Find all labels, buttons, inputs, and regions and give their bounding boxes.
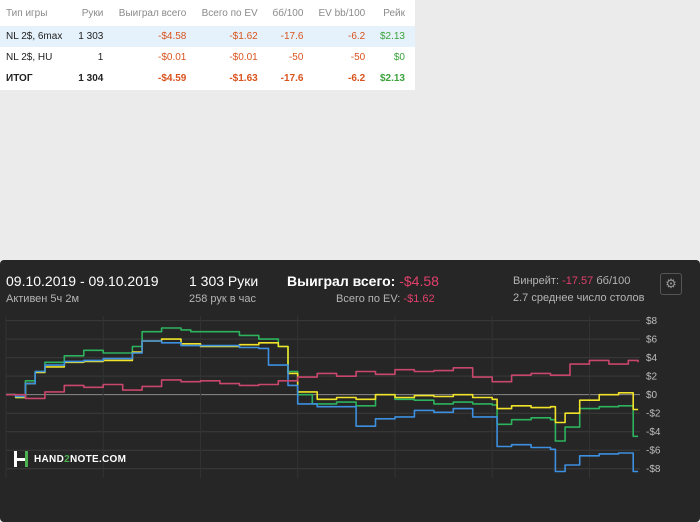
series-line-0 bbox=[6, 327, 639, 442]
cell-ev-bb100: -6.2 bbox=[347, 73, 366, 84]
header-ev-bb100[interactable]: EV bb/100 bbox=[318, 7, 366, 19]
header-rake[interactable]: Рейк bbox=[383, 7, 405, 19]
winrate: Винрейт: -17.57 бб/100 bbox=[513, 275, 630, 287]
cell-rake: $0 bbox=[393, 52, 405, 63]
cell-hands: 1 303 bbox=[73, 26, 114, 47]
series-line-2 bbox=[6, 340, 639, 473]
hands-per-hour: 258 рук в час bbox=[189, 293, 257, 305]
cell-won: -$0.01 bbox=[158, 52, 187, 63]
cell-game: ИТОГ bbox=[6, 73, 33, 84]
cell-won: -$4.58 bbox=[113, 26, 197, 47]
stats-table: Тип игры Руки Выиграл всего Всего по EV … bbox=[0, 0, 415, 89]
header-hands[interactable]: Руки bbox=[81, 7, 104, 19]
y-tick-label: -$2 bbox=[646, 409, 661, 420]
ev-total: Всего по EV: -$1.62 bbox=[336, 293, 435, 305]
hand2note-logo: HAND2NOTE.COM bbox=[14, 450, 126, 468]
cell-won: -$4.59 bbox=[158, 73, 187, 84]
active-time: Активен 5ч 2м bbox=[6, 293, 80, 305]
cell-ev: -$1.62 bbox=[196, 26, 268, 47]
table-header-row: Тип игры Руки Выиграл всего Всего по EV … bbox=[0, 0, 415, 26]
header-game-type[interactable]: Тип игры bbox=[6, 7, 48, 19]
cell-hands: 1 304 bbox=[78, 73, 104, 84]
y-tick-label: -$6 bbox=[646, 446, 661, 457]
header-won-total[interactable]: Выиграл всего bbox=[118, 7, 187, 19]
settings-gear-icon[interactable]: ⚙ bbox=[660, 273, 682, 295]
logo-text-note: NOTE.COM bbox=[69, 453, 127, 465]
date-range: 09.10.2019 - 09.10.2019 bbox=[6, 273, 159, 289]
table-row[interactable]: NL 2$, HU 1 -$0.01 -$0.01 -50 -50 $0 bbox=[0, 47, 415, 68]
won-total: Выиграл всего: -$4.58 bbox=[287, 273, 439, 289]
hands-count: 1 303 Руки bbox=[189, 273, 259, 289]
logo-text-two: 2 bbox=[64, 453, 70, 465]
won-total-value: -$4.58 bbox=[399, 273, 439, 289]
winrate-label: Винрейт: bbox=[513, 275, 560, 287]
cell-rake: $2.13 bbox=[375, 26, 415, 47]
avg-tables: 2.7 среднее число столов bbox=[513, 292, 645, 304]
series-line-3 bbox=[6, 359, 639, 400]
hand2note-logo-icon bbox=[14, 451, 28, 467]
header-bb100[interactable]: бб/100 bbox=[272, 7, 304, 19]
stats-table-card: Тип игры Руки Выиграл всего Всего по EV … bbox=[0, 0, 415, 90]
winrate-value: -17.57 bbox=[562, 275, 594, 287]
y-tick-label: $2 bbox=[646, 372, 658, 383]
y-tick-label: $8 bbox=[646, 316, 658, 327]
cell-bb100: -50 bbox=[288, 52, 304, 63]
cell-bb100: -17.6 bbox=[267, 26, 314, 47]
header-ev-total[interactable]: Всего по EV bbox=[201, 7, 258, 19]
y-tick-label: -$4 bbox=[646, 427, 661, 438]
series-line-1 bbox=[6, 338, 639, 424]
ev-total-label: Всего по EV: bbox=[336, 293, 401, 305]
y-tick-label: -$8 bbox=[646, 464, 661, 475]
cell-ev: -$0.01 bbox=[229, 52, 258, 63]
cell-ev: -$1.63 bbox=[229, 73, 258, 84]
cell-game: NL 2$, 6max bbox=[0, 26, 74, 47]
y-tick-label: $0 bbox=[646, 390, 658, 401]
graph-panel: 09.10.2019 - 09.10.2019 Активен 5ч 2м 1 … bbox=[0, 260, 700, 522]
winrate-unit: бб/100 bbox=[596, 275, 631, 287]
cell-ev-bb100: -50 bbox=[350, 52, 366, 63]
y-tick-label: $4 bbox=[646, 353, 658, 364]
ev-total-value: -$1.62 bbox=[403, 293, 435, 305]
logo-text-hand: HAND bbox=[34, 453, 65, 465]
table-row[interactable]: NL 2$, 6max 1 303 -$4.58 -$1.62 -17.6 -6… bbox=[0, 26, 415, 47]
cell-bb100: -17.6 bbox=[280, 73, 304, 84]
cell-ev-bb100: -6.2 bbox=[313, 26, 376, 47]
cell-hands: 1 bbox=[97, 52, 104, 63]
y-tick-label: $6 bbox=[646, 335, 658, 346]
cell-game: NL 2$, HU bbox=[6, 52, 53, 63]
table-total-row: ИТОГ 1 304 -$4.59 -$1.63 -17.6 -6.2 $2.1… bbox=[0, 68, 415, 89]
profit-chart: $8$6$4$2$0-$2-$4-$6-$802004006008001 000… bbox=[5, 316, 661, 478]
won-total-label: Выиграл всего: bbox=[287, 273, 396, 289]
cell-rake: $2.13 bbox=[379, 73, 405, 84]
